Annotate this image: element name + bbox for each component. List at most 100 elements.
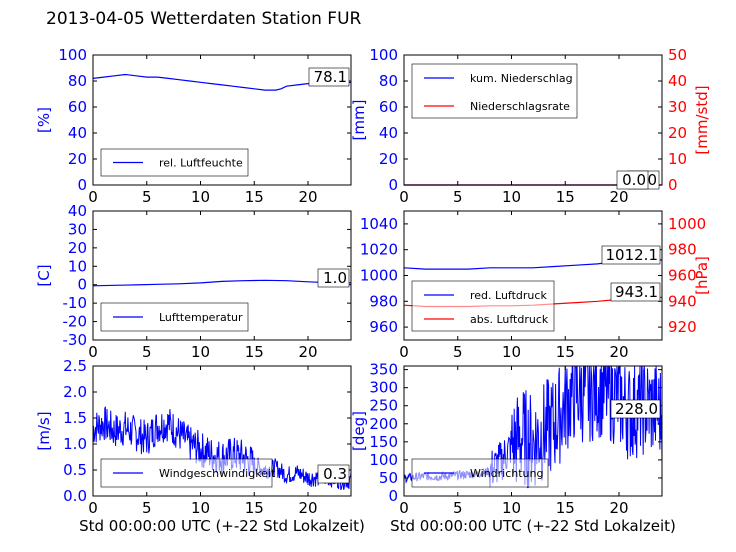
y-tick-label: 80 (379, 72, 398, 90)
y-tick-label: 1000 (360, 267, 398, 285)
y-axis-label: [mm] (350, 100, 368, 141)
y-tick-label: 50 (379, 469, 398, 487)
y-axis-label: [%] (35, 107, 53, 133)
y-tick-label: 20 (68, 239, 87, 257)
x-tick-label: 10 (502, 343, 521, 361)
x-tick-label: 15 (556, 343, 575, 361)
legend-label: Lufttemperatur (159, 311, 243, 324)
legend-label: red. Luftdruck (470, 289, 547, 302)
annotation-box (317, 268, 350, 288)
annotation-box (610, 399, 661, 419)
y-tick-label: 250 (369, 397, 398, 415)
y-tick-right-label: 10 (668, 150, 687, 168)
annotation-box (601, 245, 661, 265)
plot-frame (92, 365, 352, 497)
y-tick-label: 100 (369, 46, 398, 64)
chart-pressure: 0 5 10 15 20 960 980 1000 1020 1040 920 940 960 980 10… (360, 210, 711, 361)
y-tick-right-label: 0 (668, 176, 678, 194)
value-annotation: 943.1 (615, 283, 658, 301)
y-axis-label: [deg] (350, 411, 368, 451)
x-tick-label: 5 (142, 188, 152, 206)
y-tick-label: 1.0 (63, 435, 87, 453)
y-tick-right-label: 940 (668, 292, 697, 310)
y-tick-label: 60 (68, 98, 87, 116)
value-annotation: 228.0 (615, 400, 658, 418)
x-tick-label: 0 (399, 499, 409, 517)
y-tick-label: -20 (63, 313, 88, 331)
x-tick-label: 10 (502, 499, 521, 517)
x-tick-label: 5 (453, 499, 463, 517)
x-tick-label: 10 (502, 188, 521, 206)
y-tick-label: 0 (77, 176, 87, 194)
legend-label: abs. Luftdruck (470, 313, 549, 326)
value-annotation: 78.1 (314, 68, 347, 86)
x-tick-label: 20 (298, 188, 317, 206)
y-tick-label: 40 (379, 124, 398, 142)
y-tick-label: 40 (68, 202, 87, 220)
y-tick-label: 40 (68, 124, 87, 142)
plot-frame (92, 210, 352, 341)
y-axis-right-label: [mm/std] (693, 85, 711, 154)
y-tick-label: 1040 (360, 215, 398, 233)
y-tick-label: 980 (369, 292, 398, 310)
x-tick-label: 15 (556, 188, 575, 206)
y-tick-label: 300 (369, 379, 398, 397)
y-tick-label: 960 (369, 318, 398, 336)
legend-label: Windgeschwindigkeit (159, 467, 276, 480)
y-tick-label: 0 (77, 276, 87, 294)
y-tick-right-label: 20 (668, 124, 687, 142)
y-tick-label: 60 (379, 98, 398, 116)
y-tick-right-label: 980 (668, 241, 697, 259)
x-tick-label: 10 (191, 499, 210, 517)
chart-windspeed: 0 5 10 15 20 0.0 0.5 1.0 1.5 2.0 2.5 [m/s] Std 00:00… (35, 357, 365, 535)
chart-precip: 0 5 10 15 20 0 20 40 60 80 100 0 10 20 30 40 50 [mm] [mm/s… (350, 46, 711, 206)
plot-frame (403, 54, 663, 186)
value-annotation: 0.3 (323, 465, 347, 483)
y-tick-label: 20 (379, 150, 398, 168)
annotation-box (308, 67, 350, 87)
x-tick-label: 15 (245, 343, 264, 361)
value-annotation: 0.0 (622, 171, 646, 189)
x-tick-label: 5 (453, 188, 463, 206)
y-tick-label: 80 (68, 72, 87, 90)
legend: Lufttemperatur (100, 302, 249, 332)
x-tick-label: 0 (399, 188, 409, 206)
y-tick-label: 2.0 (63, 383, 87, 401)
value-annotation: 1.0 (323, 269, 347, 287)
x-tick-label: 0 (88, 188, 98, 206)
x-axis-label: Std 00:00:00 UTC (+-22 Std Lokalzeit) (79, 517, 365, 535)
legend: kum. Niederschlag Niederschlagsrate (411, 63, 578, 119)
legend-label: Niederschlagsrate (470, 100, 570, 113)
y-axis-label: [m/s] (35, 411, 53, 450)
x-tick-label: 5 (453, 343, 463, 361)
x-tick-label: 5 (142, 343, 152, 361)
x-axis-label: Std 00:00:00 UTC (+-22 Std Lokalzeit) (390, 517, 676, 535)
y-tick-label: 350 (369, 361, 398, 379)
y-tick-label: 2.5 (63, 357, 87, 375)
legend: red. Luftdruck abs. Luftdruck (411, 280, 555, 332)
series-line-0 (92, 279, 352, 287)
y-tick-right-label: 920 (668, 318, 697, 336)
legend-label: rel. Luftfeuchte (159, 157, 243, 170)
y-tick-label: 100 (58, 46, 87, 64)
x-tick-label: 10 (191, 188, 210, 206)
y-tick-label: 0.5 (63, 461, 87, 479)
legend: Windgeschwindigkeit (100, 458, 276, 488)
x-tick-label: 0 (399, 343, 409, 361)
legend: rel. Luftfeuchte (100, 148, 249, 177)
x-tick-label: 15 (245, 188, 264, 206)
annotation-box (317, 464, 350, 484)
y-axis-label: [C] (35, 264, 53, 286)
y-tick-right-label: 960 (668, 267, 697, 285)
legend-box (411, 63, 578, 119)
y-tick-label: 30 (68, 220, 87, 238)
legend-label: kum. Niederschlag (470, 72, 573, 85)
x-tick-label: 10 (191, 343, 210, 361)
y-tick-label: -10 (63, 294, 88, 312)
y-tick-label: 0 (388, 176, 398, 194)
y-axis-right-label: [hPa] (693, 256, 711, 295)
y-tick-right-label: 1000 (668, 215, 706, 233)
legend: Windrichtung (411, 458, 549, 488)
